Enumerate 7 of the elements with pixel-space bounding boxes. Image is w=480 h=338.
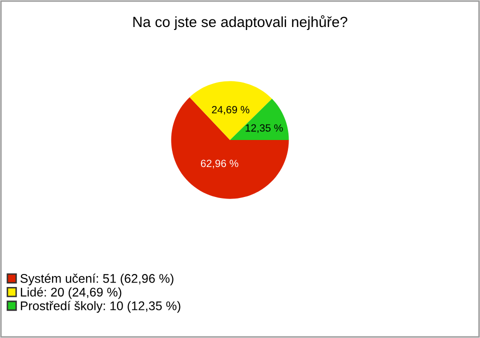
legend-label: Prostředí školy: 10 (12,35 %) xyxy=(20,300,180,313)
legend-label: Lidé: 20 (24,69 %) xyxy=(20,287,122,300)
data-label: 12,35 % xyxy=(246,124,283,133)
legend-label: Systém učení: 51 (62,96 %) xyxy=(20,274,174,286)
chart-title: Na co jste se adaptovali nejhůře? xyxy=(133,15,348,30)
data-label: 62,96 % xyxy=(200,160,238,168)
data-label: 24,69 % xyxy=(212,106,250,115)
